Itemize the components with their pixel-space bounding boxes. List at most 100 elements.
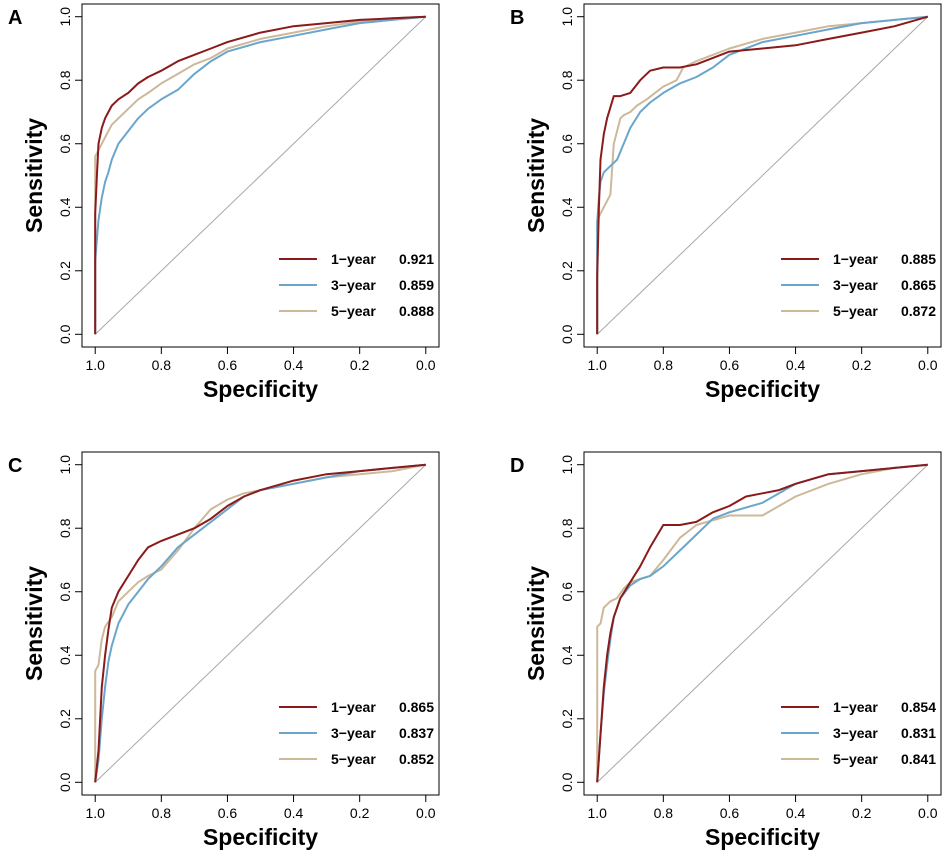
roc-panel-a: A 1.0 0.8 0.6 0.4 0.2 0.0 0.0 0.2 0.4 0.6 0.8 1.0 Spe… bbox=[8, 3, 440, 402]
x-axis-title: Specificity bbox=[203, 376, 318, 402]
legend-series-label: 1−year bbox=[833, 251, 878, 267]
legend-series-label: 3−year bbox=[833, 277, 878, 293]
x-tick-label: 1.0 bbox=[587, 357, 607, 373]
y-tick-label: 0.6 bbox=[559, 582, 575, 602]
y-tick-label: 0.0 bbox=[559, 324, 575, 344]
y-axis-title: Sensitivity bbox=[523, 566, 549, 681]
y-tick-label: 1.0 bbox=[559, 455, 575, 475]
x-tick-label: 0.0 bbox=[918, 357, 938, 373]
legend-auc-value: 0.872 bbox=[901, 303, 936, 319]
roc-panel-d: D 1.0 0.8 0.6 0.4 0.2 0.0 0.0 0.2 0.4 0.6 0.8 1.0 Spe… bbox=[510, 451, 942, 850]
x-tick-label: 0.4 bbox=[786, 357, 806, 373]
legend-auc-value: 0.837 bbox=[399, 725, 434, 741]
legend-series-label: 3−year bbox=[833, 725, 878, 741]
x-tick-label: 0.2 bbox=[852, 357, 872, 373]
diagonal-reference-line bbox=[596, 464, 929, 783]
x-tick-label: 0.8 bbox=[654, 357, 674, 373]
legend-series-label: 5−year bbox=[331, 751, 376, 767]
plot-frame bbox=[583, 451, 942, 796]
x-tick-label: 0.4 bbox=[786, 805, 806, 821]
x-tick-label: 0.6 bbox=[720, 805, 740, 821]
legend-series-label: 1−year bbox=[331, 251, 376, 267]
x-axis-title: Specificity bbox=[203, 824, 318, 850]
x-tick-label: 0.8 bbox=[152, 357, 172, 373]
roc-curve-one-year bbox=[94, 463, 426, 783]
roc-curve-one-year bbox=[596, 15, 929, 335]
x-tick-label: 0.6 bbox=[218, 805, 238, 821]
x-tick-label: 0.0 bbox=[416, 805, 436, 821]
legend-series-label: 5−year bbox=[833, 303, 878, 319]
y-tick-label: 0.2 bbox=[559, 709, 575, 729]
legend-auc-value: 0.859 bbox=[399, 277, 434, 293]
legend-series-label: 5−year bbox=[833, 751, 878, 767]
y-axis-title: Sensitivity bbox=[523, 118, 549, 233]
x-tick-label: 0.0 bbox=[918, 805, 938, 821]
legend-series-label: 3−year bbox=[331, 277, 376, 293]
plot-frame bbox=[81, 3, 440, 348]
y-tick-label: 0.2 bbox=[57, 709, 73, 729]
y-tick-label: 0.6 bbox=[559, 134, 575, 154]
legend-series-label: 3−year bbox=[331, 725, 376, 741]
y-axis-title: Sensitivity bbox=[21, 118, 47, 233]
legend: 1−year 0.854 3−year 0.831 5−year 0.841 bbox=[781, 699, 936, 767]
y-tick-label: 0.6 bbox=[57, 134, 73, 154]
legend-series-label: 1−year bbox=[331, 699, 376, 715]
legend-auc-value: 0.885 bbox=[901, 251, 936, 267]
y-tick-label: 0.8 bbox=[559, 70, 575, 90]
roc-curve-five-year bbox=[596, 15, 928, 335]
diagonal-reference-line bbox=[94, 16, 427, 335]
roc-curve-three-year bbox=[596, 15, 928, 335]
x-tick-label: 0.0 bbox=[416, 357, 436, 373]
plot-frame bbox=[81, 451, 440, 796]
y-tick-label: 0.0 bbox=[559, 772, 575, 792]
y-tick-label: 0.2 bbox=[57, 261, 73, 281]
y-tick-label: 1.0 bbox=[57, 455, 73, 475]
legend-auc-value: 0.831 bbox=[901, 725, 936, 741]
roc-curve-three-year bbox=[94, 463, 426, 783]
x-tick-label: 0.6 bbox=[720, 357, 740, 373]
roc-curve-five-year bbox=[94, 15, 426, 335]
x-tick-label: 0.4 bbox=[284, 805, 304, 821]
legend-series-label: 5−year bbox=[331, 303, 376, 319]
roc-panel-c: C 1.0 0.8 0.6 0.4 0.2 0.0 0.0 0.2 0.4 0.6 0.8 1.0 Spe… bbox=[8, 451, 440, 850]
x-tick-label: 0.8 bbox=[654, 805, 674, 821]
legend-auc-value: 0.854 bbox=[901, 699, 936, 715]
y-tick-label: 0.4 bbox=[559, 197, 575, 217]
plot-frame bbox=[583, 3, 942, 348]
legend-auc-value: 0.888 bbox=[399, 303, 434, 319]
x-tick-label: 1.0 bbox=[85, 357, 105, 373]
x-tick-label: 0.2 bbox=[852, 805, 872, 821]
legend-series-label: 1−year bbox=[833, 699, 878, 715]
legend-auc-value: 0.865 bbox=[399, 699, 434, 715]
y-tick-label: 0.0 bbox=[57, 772, 73, 792]
y-tick-label: 0.8 bbox=[57, 518, 73, 538]
y-tick-label: 0.2 bbox=[559, 261, 575, 281]
x-tick-label: 0.2 bbox=[350, 805, 370, 821]
legend-auc-value: 0.852 bbox=[399, 751, 434, 767]
legend-auc-value: 0.921 bbox=[399, 251, 434, 267]
panel-label: C bbox=[8, 455, 22, 477]
roc-panel-b: B 1.0 0.8 0.6 0.4 0.2 0.0 0.0 0.2 0.4 0.6 0.8 1.0 Spe… bbox=[510, 3, 942, 402]
roc-curve-one-year bbox=[94, 15, 426, 335]
y-tick-label: 0.4 bbox=[57, 197, 73, 217]
legend-auc-value: 0.865 bbox=[901, 277, 936, 293]
x-axis-title: Specificity bbox=[705, 376, 820, 402]
y-tick-label: 1.0 bbox=[57, 7, 73, 27]
legend: 1−year 0.921 3−year 0.859 5−year 0.888 bbox=[279, 251, 434, 319]
roc-curve-five-year bbox=[596, 463, 928, 783]
x-tick-label: 0.8 bbox=[152, 805, 172, 821]
panel-label: A bbox=[8, 7, 22, 29]
legend: 1−year 0.865 3−year 0.837 5−year 0.852 bbox=[279, 699, 434, 767]
x-tick-label: 1.0 bbox=[587, 805, 607, 821]
y-tick-label: 0.8 bbox=[57, 70, 73, 90]
diagonal-reference-line bbox=[596, 16, 929, 335]
x-tick-label: 0.2 bbox=[350, 357, 370, 373]
y-axis-title: Sensitivity bbox=[21, 566, 47, 681]
y-tick-label: 0.8 bbox=[559, 518, 575, 538]
panel-label: B bbox=[510, 7, 524, 29]
x-tick-label: 0.6 bbox=[218, 357, 238, 373]
legend: 1−year 0.885 3−year 0.865 5−year 0.872 bbox=[781, 251, 936, 319]
roc-curve-three-year bbox=[94, 15, 426, 335]
y-tick-label: 0.4 bbox=[57, 645, 73, 665]
